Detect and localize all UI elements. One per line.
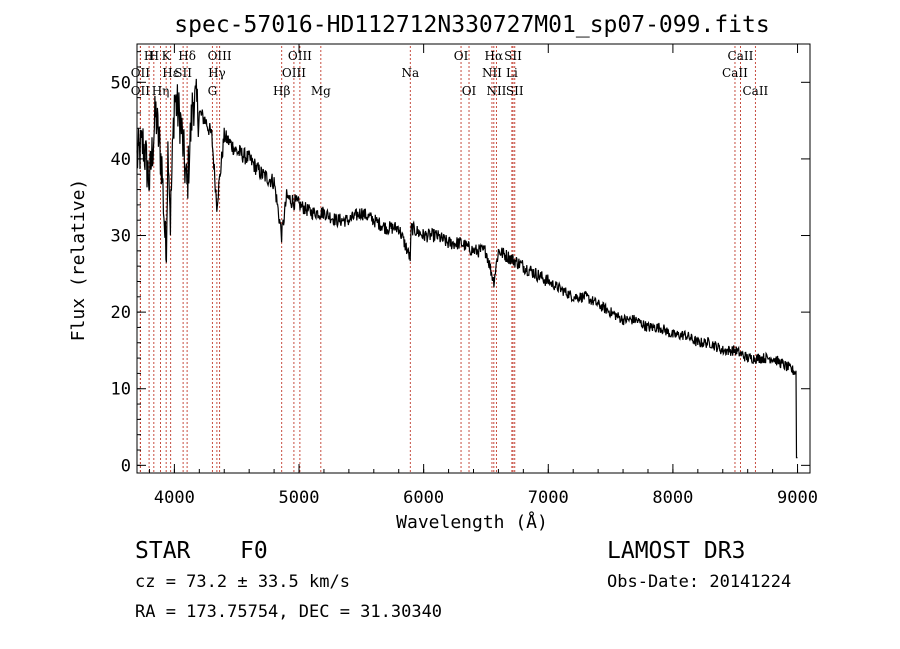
y-tick-label: 0 [121,456,131,476]
line-marker-label: OIII [282,66,306,80]
x-tick-label: 8000 [652,488,693,508]
line-marker-label: H [149,49,159,63]
line-marker-label: Hβ [273,84,290,98]
x-axis: 4000 5000 6000 7000 8000 9000 [148,44,818,508]
emission-line-labels: OII OII HH K Hε Hη Hδ SII OIII Hγ G Hβ OIII OIII Mg Na O… [131,49,769,98]
line-marker-label: Hγ [208,66,226,80]
y-tick-label: 30 [111,227,131,247]
line-marker-label: OII [131,84,151,98]
line-marker-label: CaII [722,66,748,80]
x-tick-label: 5000 [279,488,320,508]
line-marker-label: OI [454,49,469,63]
line-marker-label: SII [504,49,522,63]
line-marker-label: OI [462,84,477,98]
emission-line-markers [139,46,756,473]
x-tick-label: 9000 [777,488,818,508]
redshift-cz: cz = 73.2 ± 33.5 km/s [135,572,350,592]
line-marker-label: Na [401,66,419,80]
object-subclass: F0 [240,538,268,564]
survey-name: LAMOST DR3 [607,538,746,564]
y-tick-label: 40 [111,150,131,170]
line-marker-label: H [144,49,154,63]
line-marker-label: NII [482,66,502,80]
chart-title: spec-57016-HD112712N330727M01_sp07-099.f… [174,12,769,38]
line-marker-label: Li [506,66,518,80]
line-marker-label: OIII [288,49,312,63]
x-tick-label: 4000 [154,488,195,508]
line-marker-label: G [208,84,218,98]
spectrum-line [136,78,798,459]
line-marker-label: OII [131,66,151,80]
line-marker-label: SII [174,66,192,80]
line-marker-label: OIII [208,49,232,63]
line-marker-label: Hη [152,84,170,98]
observation-date: Obs-Date: 20141224 [607,572,792,592]
object-class: STAR [135,538,191,564]
plot-frame [136,43,811,474]
y-axis: 0 10 20 30 40 50 [111,51,810,476]
line-marker-label: NII [486,84,506,98]
line-marker-label: K [162,49,172,63]
x-tick-label: 6000 [403,488,444,508]
y-axis-label: Flux (relative) [68,179,89,342]
spectrum-chart: spec-57016-HD112712N330727M01_sp07-099.f… [68,12,818,533]
x-tick-label: 7000 [528,488,569,508]
line-marker-label: SII [506,84,524,98]
line-marker-label: Hδ [178,49,196,63]
x-axis-label: Wavelength (Å) [396,511,548,533]
line-marker-label: Hε [162,66,179,80]
line-marker-label: CaII [742,84,768,98]
line-marker-label: Hα [485,49,504,63]
y-tick-label: 10 [111,380,131,400]
line-marker-label: Mg [311,84,331,98]
y-tick-label: 20 [111,303,131,323]
line-marker-label: CaII [728,49,754,63]
y-tick-label: 50 [111,73,131,93]
sky-coordinates: RA = 173.75754, DEC = 31.30340 [135,602,443,622]
